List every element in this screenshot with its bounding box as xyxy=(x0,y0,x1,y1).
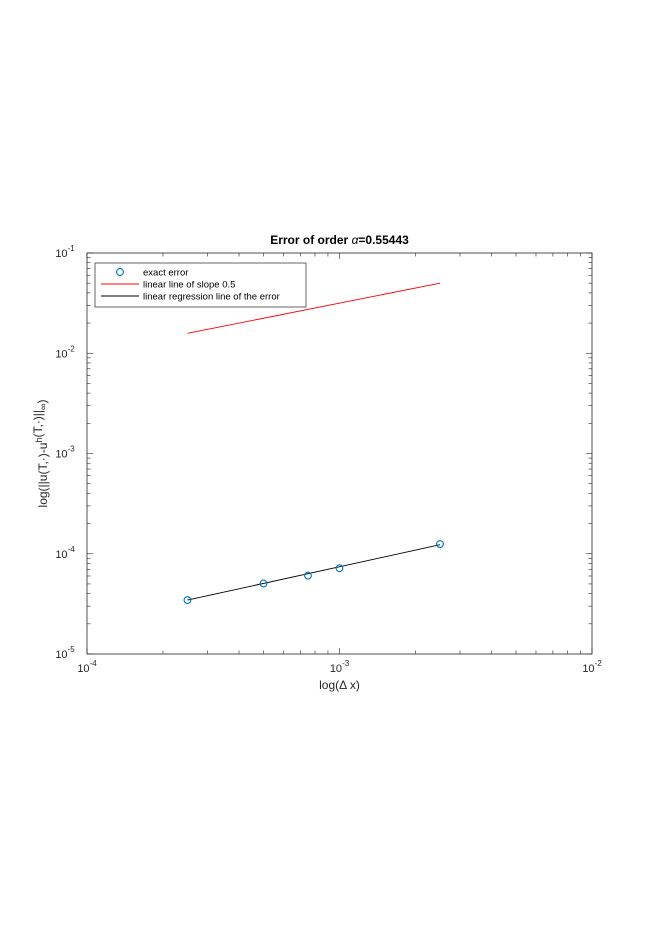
x-tick-label: 10-3 xyxy=(330,659,350,675)
data-point xyxy=(183,596,192,605)
axes-box xyxy=(86,252,593,655)
data-point xyxy=(304,571,312,580)
chart-title: Error of order α=0.55443 xyxy=(270,233,409,247)
y-tick-label: 10-1 xyxy=(55,244,75,260)
x-tick-label: 10-2 xyxy=(582,659,602,675)
legend-box xyxy=(94,262,307,308)
y-tick-label: 10-4 xyxy=(55,545,75,561)
data-point xyxy=(436,540,444,548)
x-axis-label: log(Δ x) xyxy=(319,678,360,692)
series-line xyxy=(187,282,441,334)
legend-label: linear line of slope 0.5 xyxy=(143,280,235,291)
chart-title-symbol: α xyxy=(352,233,360,247)
data-point xyxy=(335,564,344,573)
chart-title-value: =0.55443 xyxy=(358,233,409,247)
legend-label: linear regression line of the error xyxy=(143,292,280,303)
legend-marker xyxy=(116,268,124,276)
chart-title-text: Error of order xyxy=(270,233,351,247)
legend-label: exact error xyxy=(143,268,188,279)
data-point xyxy=(259,579,268,588)
y-tick-label: 10-2 xyxy=(55,344,75,360)
y-tick-label: 10-3 xyxy=(55,445,75,461)
x-tick-label: 10-4 xyxy=(77,659,97,675)
tick-marks xyxy=(86,252,593,655)
y-axis-label: log(||u(T,·)-uh(T,·)||∞) xyxy=(31,400,50,508)
y-tick-label: 10-5 xyxy=(55,645,75,661)
series-line xyxy=(187,544,441,601)
